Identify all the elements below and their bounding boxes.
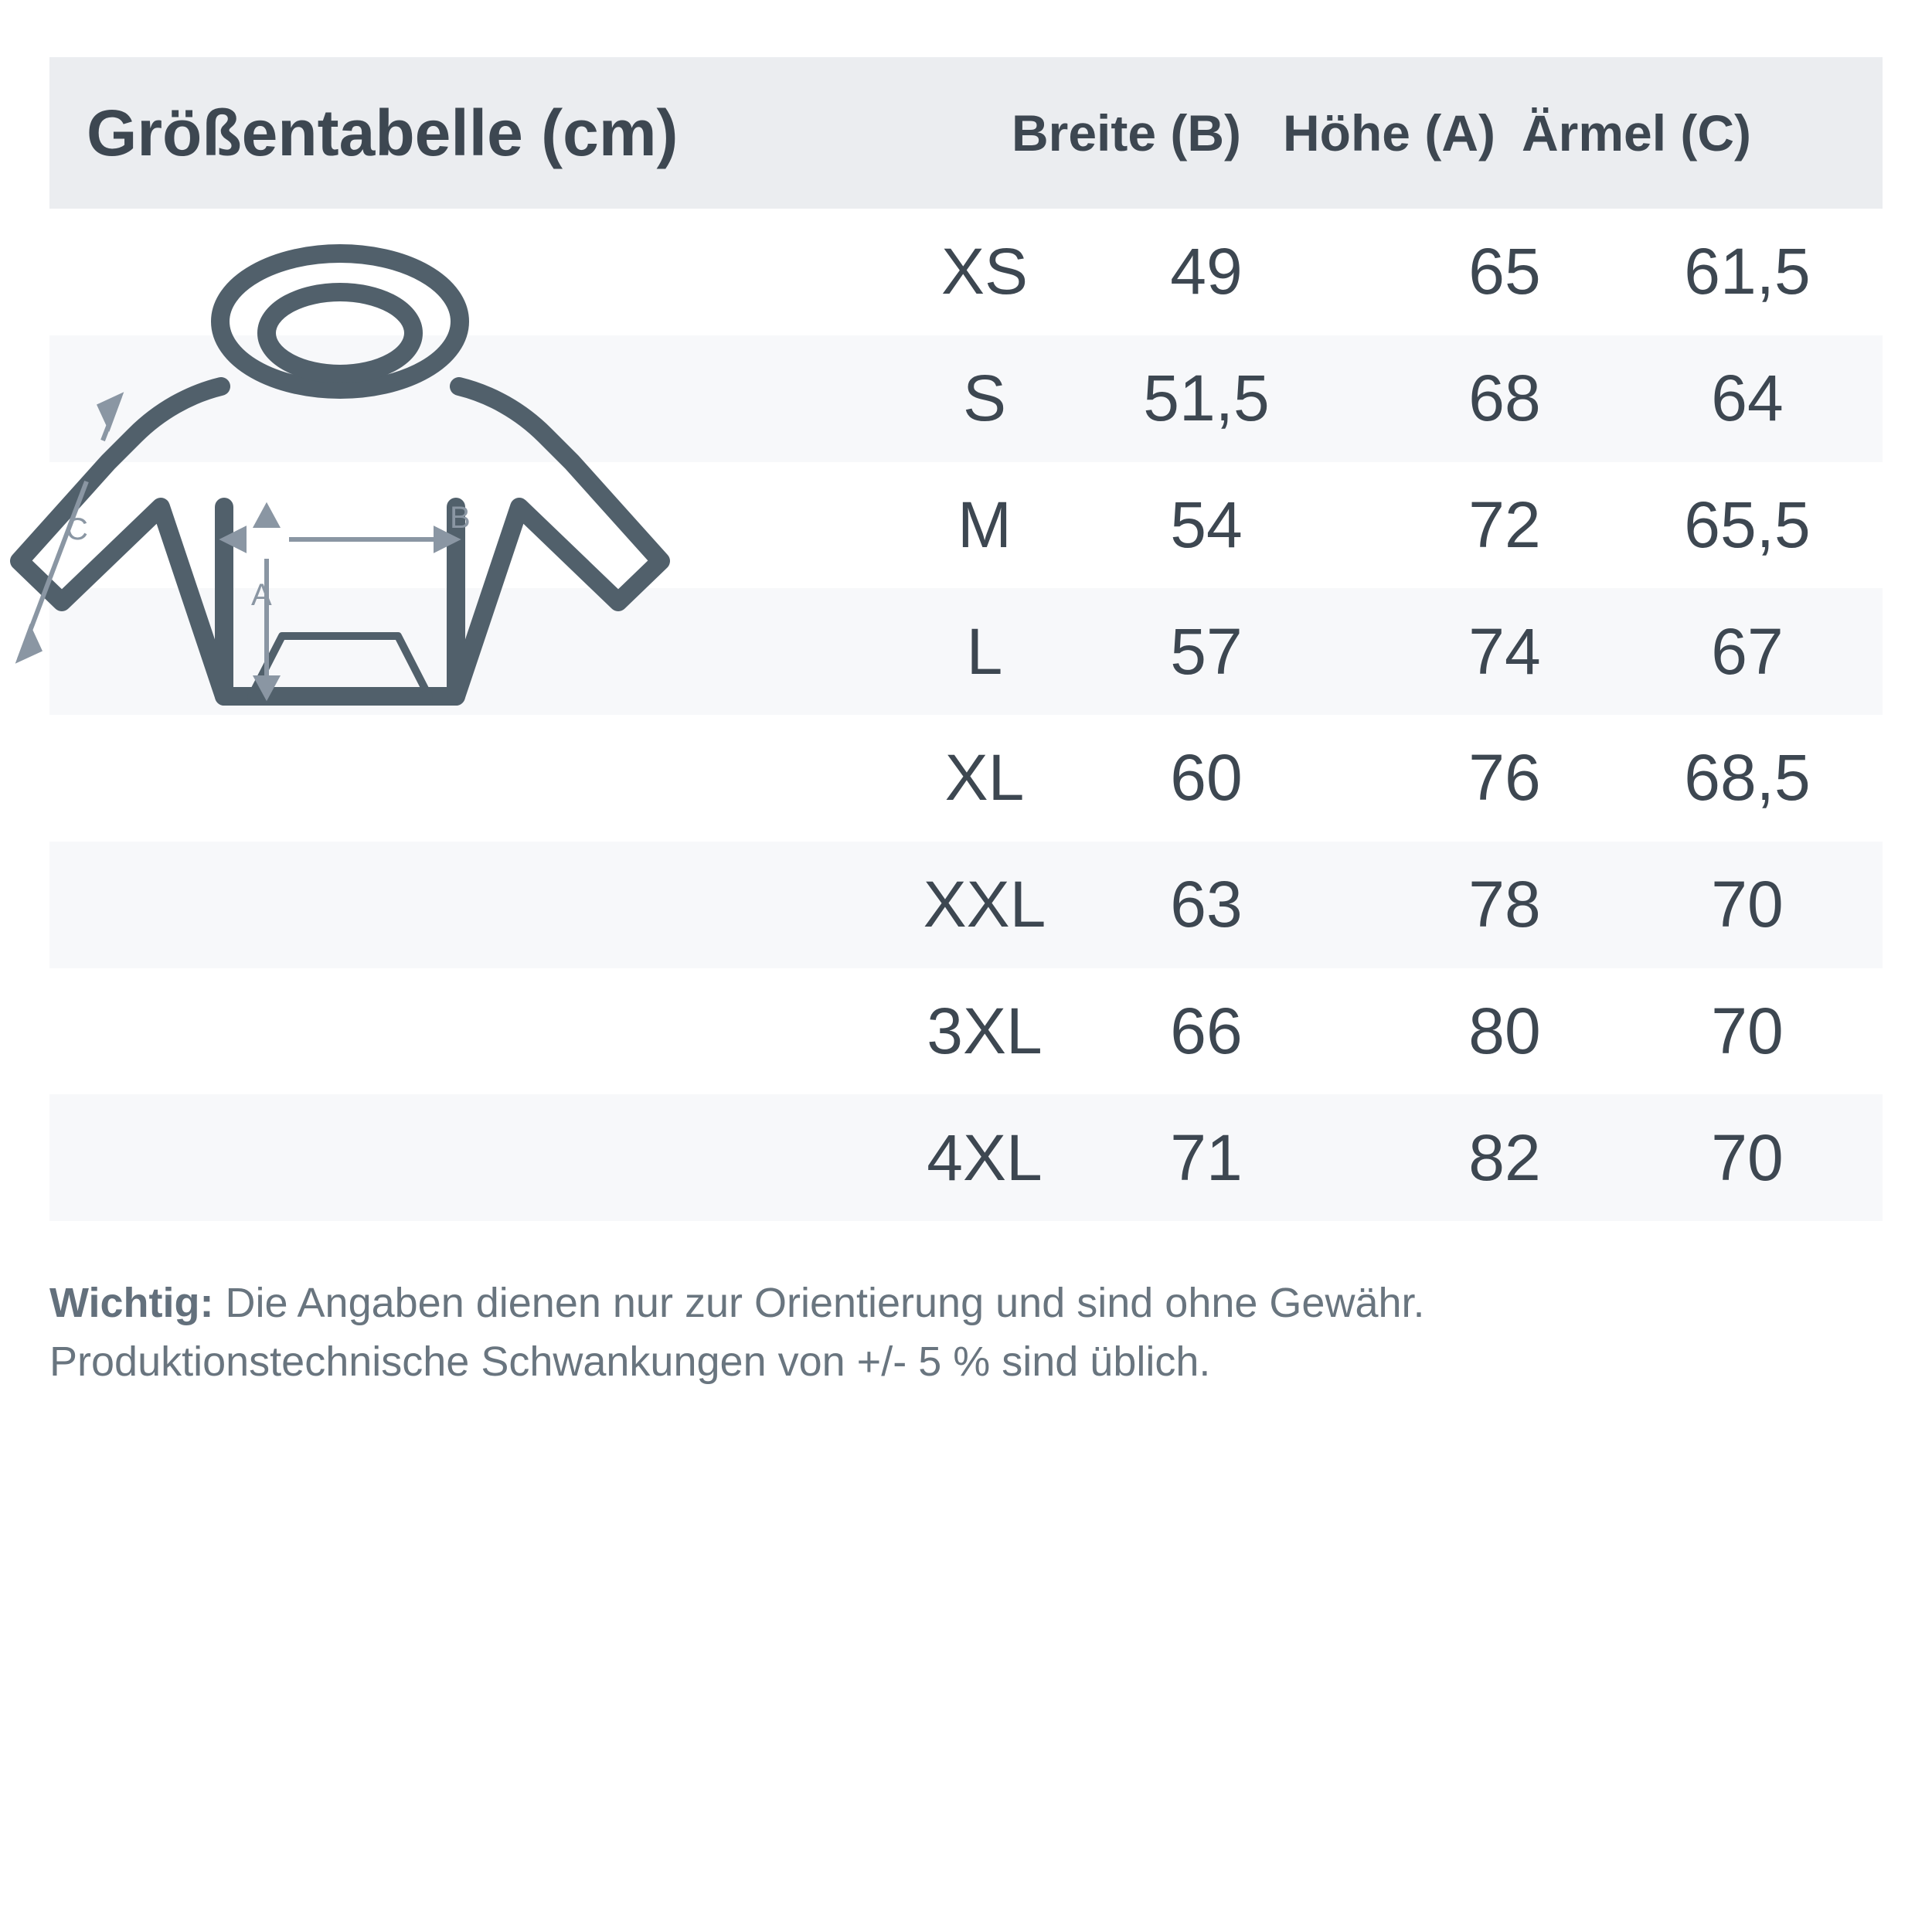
svg-text:A: A: [251, 578, 272, 612]
svg-text:C: C: [66, 512, 88, 546]
svg-text:B: B: [450, 501, 471, 535]
